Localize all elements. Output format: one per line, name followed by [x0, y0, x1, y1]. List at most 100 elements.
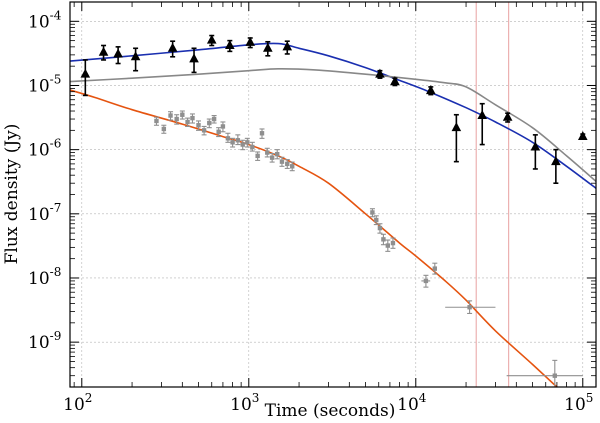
- black-triangle-point: [245, 36, 256, 46]
- black-triangle-point: [425, 85, 436, 95]
- x-tick-label: 102: [63, 391, 92, 415]
- gray-square-point: [390, 240, 396, 246]
- black-triangle-point: [189, 53, 199, 63]
- gray-square-point: [225, 136, 231, 141]
- x-tick-exponent: 5: [586, 391, 594, 405]
- gray-model-curve: [69, 67, 597, 183]
- black-triangle-point: [206, 34, 217, 44]
- y-tick-exponent: -7: [50, 201, 62, 215]
- data-series: [80, 34, 588, 388]
- grid-lines: [70, 2, 596, 387]
- black-triangle-point: [477, 110, 488, 120]
- axis-ticks: [70, 1, 596, 388]
- y-tick-label: 10-6: [28, 137, 61, 161]
- gray-square-point: [216, 129, 221, 134]
- gray-square-point: [552, 373, 558, 378]
- gray-square-point: [377, 225, 383, 231]
- gray-square-point: [265, 150, 270, 155]
- black-triangle-point: [98, 46, 109, 56]
- black-triangle-point: [530, 141, 541, 151]
- black-triangle-point: [390, 76, 400, 86]
- x-tick-base: 10: [230, 395, 252, 415]
- x-tick-base: 10: [397, 395, 419, 415]
- black-triangle-point: [130, 51, 141, 61]
- x-tick-exponent: 2: [85, 391, 93, 405]
- gray-square-point: [161, 126, 167, 132]
- gray-square-point: [196, 123, 201, 128]
- gray-square-point: [285, 161, 290, 167]
- gray-square-point: [269, 155, 275, 160]
- black-triangle-point: [113, 48, 123, 58]
- orange-model-curve: [69, 89, 558, 388]
- y-tick-label: 10-7: [28, 201, 61, 225]
- y-tick-base: 10: [28, 269, 50, 289]
- black-triangle-point: [375, 68, 385, 78]
- gray-square-point: [211, 116, 217, 122]
- y-tick-base: 10: [28, 205, 50, 225]
- y-axis-title: Flux density (Jy): [2, 124, 22, 265]
- gray-square-point: [245, 140, 250, 145]
- gray-square-point: [370, 210, 375, 215]
- x-tick-exponent: 3: [252, 391, 260, 405]
- black-triangle-point: [451, 122, 462, 132]
- gray-square-point: [207, 120, 212, 126]
- y-tick-exponent: -9: [50, 329, 62, 343]
- gray-square-point: [180, 112, 185, 117]
- gray-square-point: [240, 142, 245, 147]
- gray-square-point: [290, 164, 295, 169]
- blue-model-curve: [69, 42, 597, 189]
- gray-square-point: [185, 119, 190, 125]
- reference-vertical-lines: [475, 2, 510, 387]
- black-triangle-point: [167, 42, 178, 52]
- gray-square-point: [255, 153, 260, 159]
- y-tick-base: 10: [28, 76, 50, 96]
- gray-square-point: [385, 243, 391, 248]
- x-tick-base: 10: [564, 395, 586, 415]
- y-tick-base: 10: [28, 12, 50, 32]
- gray-square-point: [201, 128, 207, 133]
- x-tick-label: 103: [230, 391, 259, 415]
- gray-square-point: [259, 131, 265, 136]
- gray-square-point: [168, 113, 173, 118]
- x-axis-title: Time (seconds): [265, 401, 396, 421]
- gray-square-point: [432, 266, 438, 271]
- y-tick-base: 10: [28, 141, 50, 161]
- y-tick-exponent: -8: [50, 265, 62, 279]
- gray-square-point: [279, 159, 285, 164]
- y-tick-label: 10-4: [28, 8, 62, 32]
- gray-square-point: [250, 144, 255, 150]
- black-triangle-point: [551, 156, 561, 166]
- x-tick-exponent: 4: [419, 391, 427, 405]
- x-tick-base: 10: [63, 395, 85, 415]
- gray-square-point: [230, 140, 235, 145]
- plot-frame: [69, 1, 597, 388]
- gray-square-point: [220, 124, 226, 129]
- gray-square-point: [374, 217, 379, 223]
- gray-square-point: [174, 116, 179, 122]
- gray-square-point: [381, 237, 386, 242]
- gray-square-point: [190, 115, 195, 121]
- black-triangle-point: [502, 111, 513, 121]
- y-tick-label: 10-8: [28, 265, 61, 289]
- gray-square-point: [154, 118, 159, 124]
- y-tick-label: 10-5: [28, 72, 61, 96]
- model-curves: [69, 42, 597, 388]
- x-tick-label: 104: [397, 391, 427, 415]
- y-tick-label: 10-9: [28, 329, 61, 353]
- y-tick-exponent: -5: [50, 72, 62, 86]
- x-tick-label: 105: [564, 391, 593, 415]
- gray-square-point: [235, 138, 241, 143]
- gray-square-point: [423, 278, 429, 284]
- black-triangle-point: [225, 39, 235, 49]
- black-triangle-point: [577, 131, 588, 141]
- gray-square-point: [467, 305, 472, 310]
- black-triangle-point: [282, 41, 293, 51]
- y-tick-labels: 10-910-810-710-610-510-4: [28, 8, 62, 353]
- y-tick-exponent: -6: [50, 137, 62, 151]
- x-tick-labels: 102 103 104 105: [63, 391, 593, 415]
- black-triangle-point: [80, 68, 91, 78]
- y-tick-base: 10: [28, 333, 50, 353]
- y-tick-exponent: -4: [50, 8, 62, 22]
- black-triangle-point: [263, 42, 273, 52]
